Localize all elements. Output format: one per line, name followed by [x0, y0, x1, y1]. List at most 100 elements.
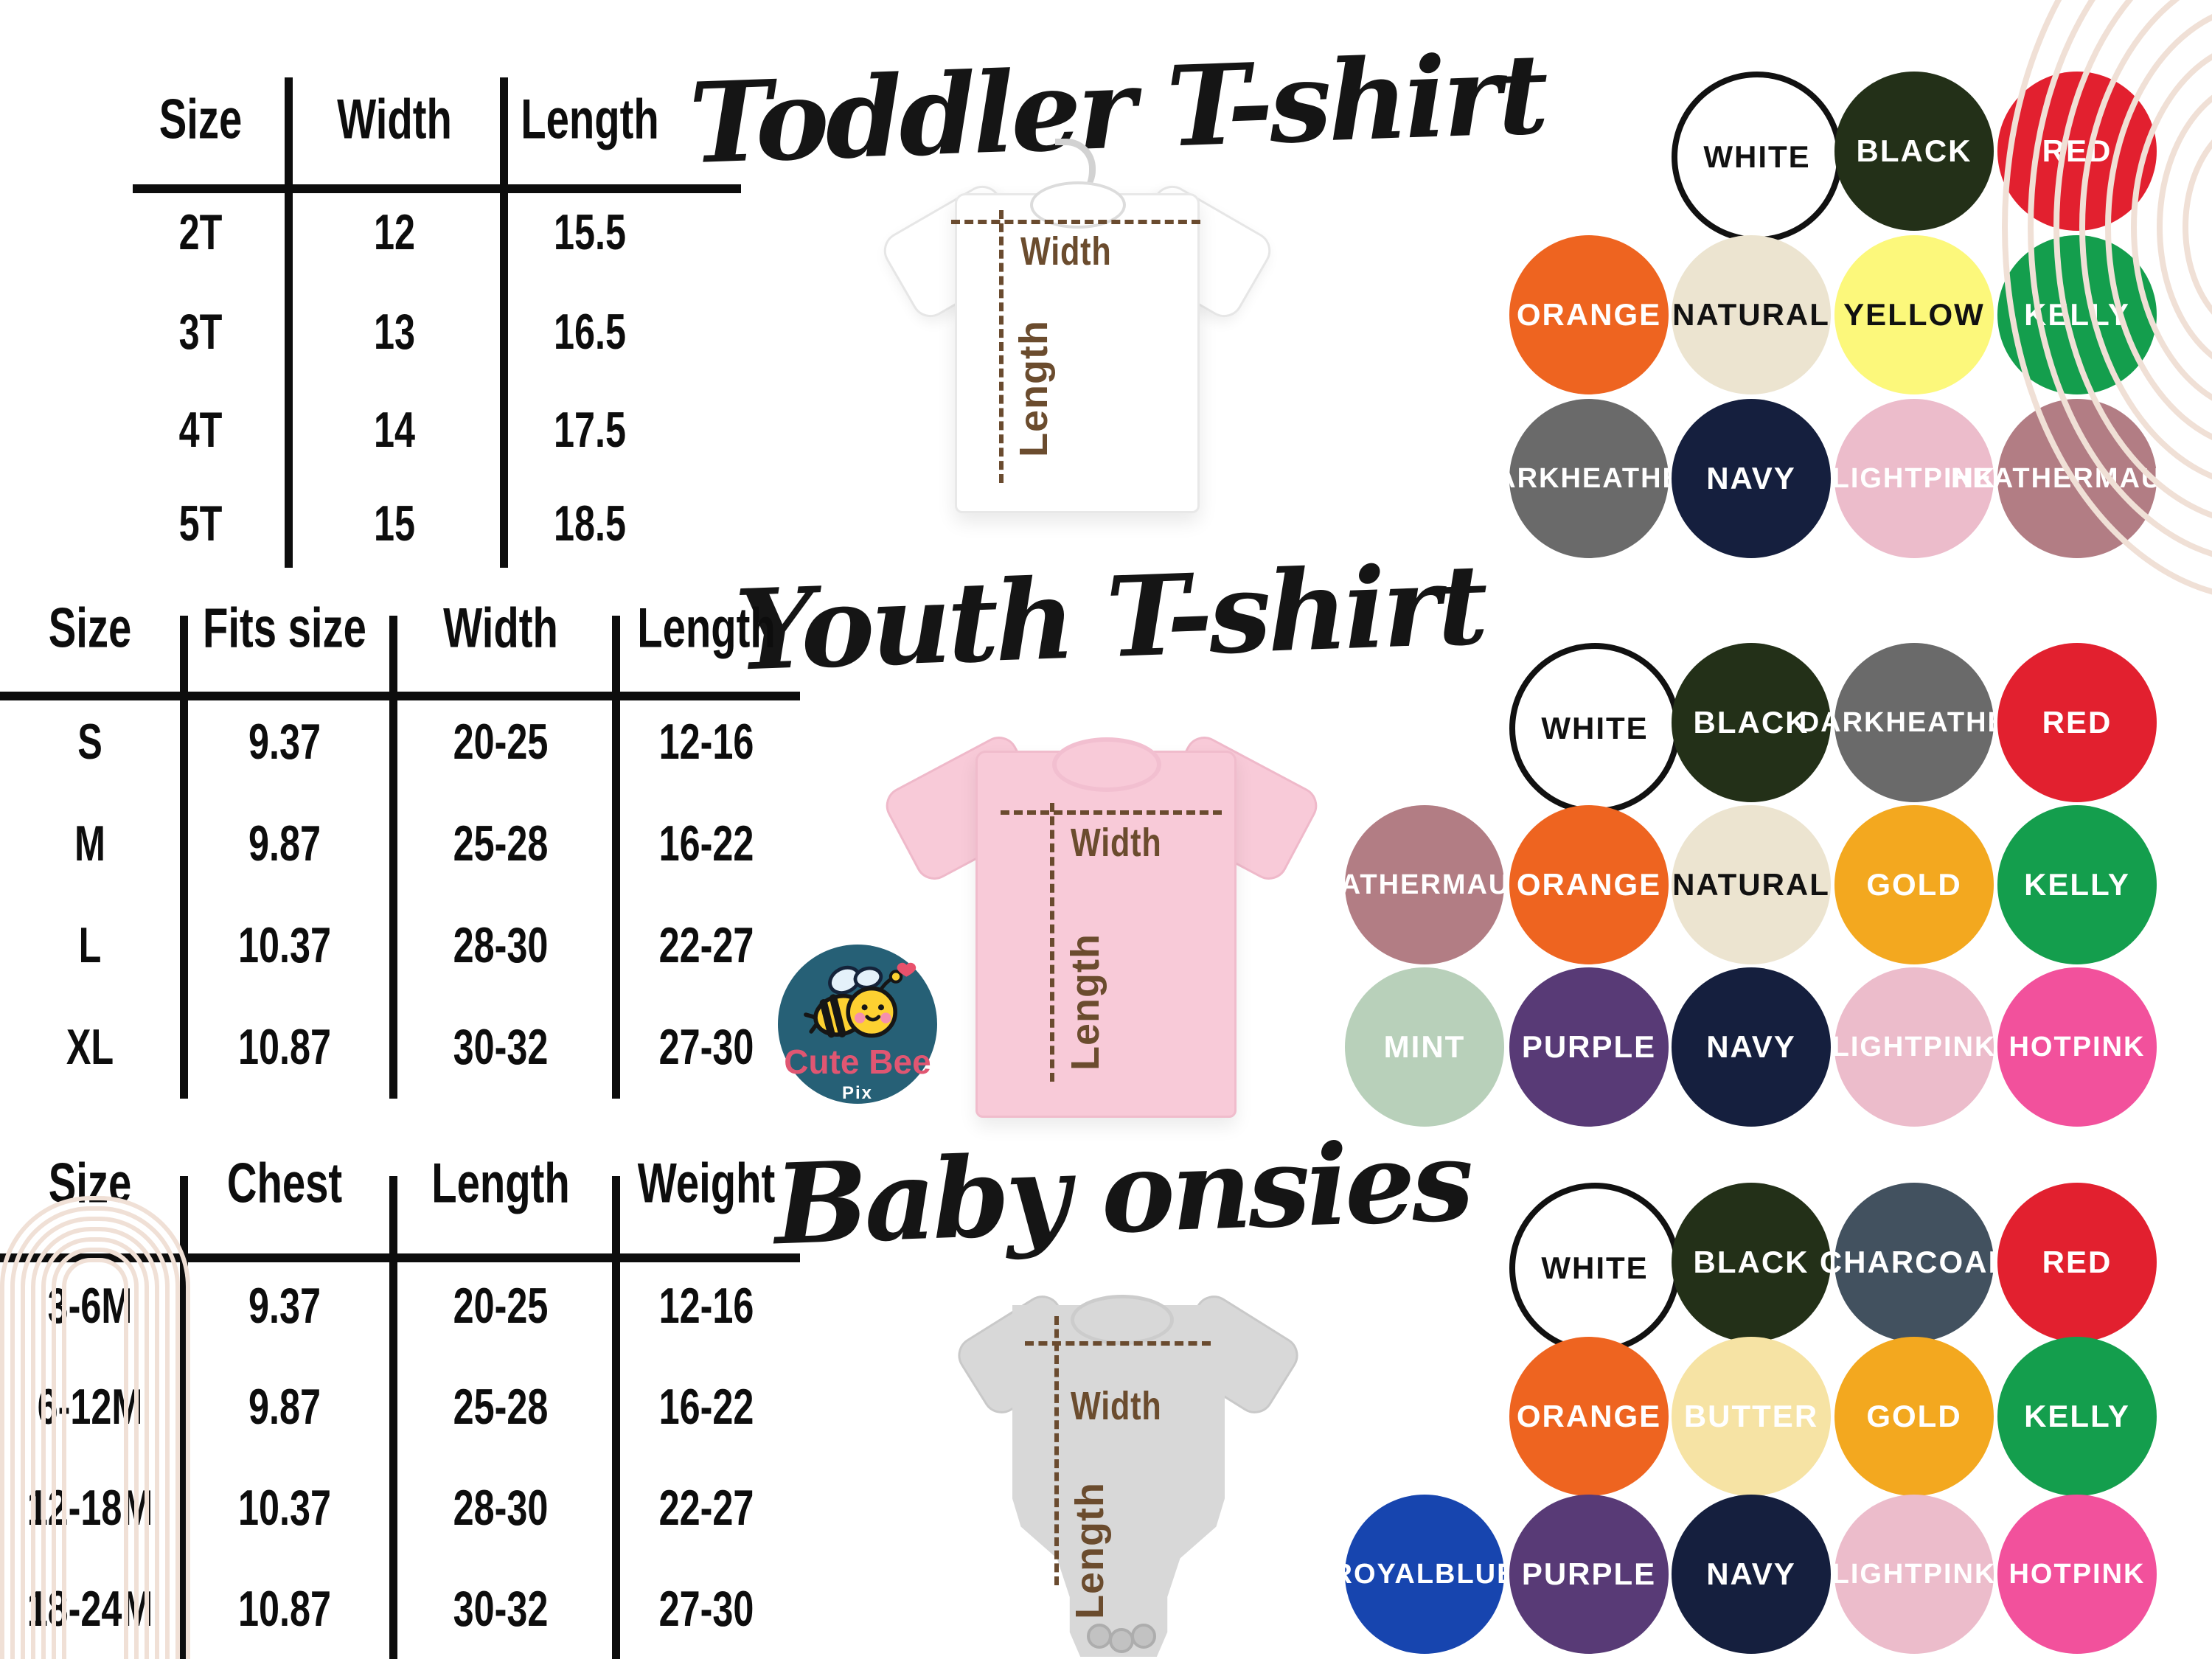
- table-baby-cell: 10.87: [238, 1581, 331, 1637]
- table-youth-cell: M: [74, 815, 105, 872]
- table-baby-cell: 9.87: [248, 1379, 321, 1435]
- swatch-navy: NAVY: [1672, 399, 1831, 558]
- swatch-hot-pink: HOT PINK: [1997, 1495, 2157, 1654]
- corner-arch-bottom-left: [21, 1217, 170, 1659]
- table-youth-cell: 16-22: [658, 815, 754, 872]
- table-toddler-vline: [285, 77, 293, 568]
- table-toddler-cell: 17.5: [554, 402, 626, 458]
- table-baby-cell: 9.37: [248, 1278, 321, 1334]
- table-youth-cell: 9.37: [248, 714, 321, 770]
- baby-section-title: Baby onsies: [772, 1116, 1472, 1270]
- corner-arch-bottom-left: [62, 1258, 128, 1659]
- table-baby-cell: 20-25: [453, 1278, 549, 1334]
- table-youth-cell: 20-25: [453, 714, 549, 770]
- youth-length-label: Length: [1063, 933, 1107, 1071]
- table-toddler-cell: 13: [374, 304, 415, 360]
- swatch-light-pink: LIGHT PINK: [1832, 1495, 1994, 1654]
- corner-arch-bottom-left: [52, 1248, 139, 1659]
- table-baby-header-rule: [0, 1253, 800, 1262]
- table-baby-header: Length: [431, 1152, 570, 1215]
- swatch-royal-blue: ROYAL BLUE: [1332, 1495, 1515, 1654]
- swatch-white: WHITE: [1509, 1183, 1680, 1354]
- table-toddler-cell: 5T: [178, 495, 223, 552]
- table-baby-cell: 25-28: [453, 1379, 549, 1435]
- swatch-dark-heather: DARK HEATHER: [1474, 399, 1703, 558]
- swatch-orange: ORANGE: [1509, 235, 1669, 394]
- swatch-dark-heather: DARK HEATHER: [1799, 643, 2028, 802]
- tshirt-collar: [1052, 737, 1161, 792]
- onesie-collar: [1071, 1295, 1174, 1345]
- corner-arch-bottom-left: [10, 1206, 180, 1659]
- table-toddler-cell: 3T: [178, 304, 223, 360]
- toddler-length-line: [999, 210, 1004, 483]
- onesie-snap: [1131, 1624, 1156, 1649]
- baby-onesie-image: [950, 1288, 1306, 1657]
- youth-length-line: [1050, 803, 1054, 1082]
- youth-section-title: Youth T-shirt: [732, 540, 1487, 696]
- table-toddler-header: Width: [337, 88, 452, 151]
- table-youth-cell: 25-28: [453, 815, 549, 872]
- logo-title: Cute Bee: [784, 1043, 931, 1081]
- swatch-kelly: KELLY: [1997, 805, 2157, 964]
- toddler-width-label: Width: [1020, 229, 1112, 274]
- table-youth-header-rule: [0, 692, 800, 700]
- swatch-butter: BUTTER: [1672, 1337, 1831, 1496]
- table-toddler-vline: [500, 77, 508, 568]
- table-toddler-cell: 12: [374, 204, 415, 260]
- toddler-length-label: Length: [1012, 320, 1056, 457]
- toddler-tshirt-image: [877, 139, 1278, 513]
- swatch-purple: PURPLE: [1509, 967, 1669, 1127]
- hanger-hook-icon: [1055, 139, 1096, 200]
- onesie-body: [1012, 1305, 1225, 1657]
- table-toddler-cell: 16.5: [554, 304, 626, 360]
- swatch-gold: GOLD: [1834, 805, 1994, 964]
- corner-arch-bottom-left: [0, 1196, 190, 1659]
- table-baby-cell: 12-16: [658, 1278, 754, 1334]
- table-youth-cell: 22-27: [658, 917, 754, 973]
- table-toddler-header-rule: [133, 184, 741, 193]
- table-youth-cell: 12-16: [658, 714, 754, 770]
- table-toddler-cell: 15.5: [554, 204, 626, 260]
- swatch-kelly: KELLY: [1997, 1337, 2157, 1496]
- swatch-natural: NATURAL: [1672, 235, 1831, 394]
- table-youth-cell: 10.37: [238, 917, 331, 973]
- table-youth-vline: [389, 616, 397, 1099]
- baby-length-label: Length: [1068, 1482, 1112, 1619]
- swatch-light-pink: LIGHT PINK: [1832, 967, 1994, 1127]
- table-youth-cell: 30-32: [453, 1019, 549, 1075]
- table-baby-cell: 3-6M: [47, 1278, 133, 1334]
- logo-subtitle: Pix: [841, 1083, 874, 1103]
- table-baby-cell: 30-32: [453, 1581, 549, 1637]
- youth-width-label: Width: [1071, 821, 1162, 865]
- table-toddler-cell: 14: [374, 402, 415, 458]
- table-youth-header: Fits size: [203, 597, 366, 660]
- swatch-black: BLACK: [1834, 72, 1994, 231]
- table-youth-cell: XL: [66, 1019, 114, 1075]
- youth-width-line: [1001, 810, 1222, 815]
- table-baby-vline: [612, 1176, 620, 1659]
- swatch-navy: NAVY: [1672, 967, 1831, 1127]
- baby-length-line: [1054, 1316, 1059, 1585]
- table-youth-cell: 10.87: [238, 1019, 331, 1075]
- table-baby-vline: [389, 1176, 397, 1659]
- cute-bee-logo: Cute Bee Pix: [778, 945, 937, 1104]
- corner-arch-bottom-left: [41, 1237, 149, 1659]
- table-youth-vline: [180, 616, 188, 1099]
- table-youth-cell: 9.87: [248, 815, 321, 872]
- swatch-navy: NAVY: [1672, 1495, 1831, 1654]
- bee-icon: [804, 962, 917, 1038]
- swatch-orange: ORANGE: [1509, 1337, 1669, 1496]
- swatch-white: WHITE: [1672, 72, 1843, 243]
- table-youth-cell: 28-30: [453, 917, 549, 973]
- swatch-mint: MINT: [1345, 967, 1504, 1127]
- table-baby-cell: 12-18M: [27, 1480, 153, 1536]
- baby-width-label: Width: [1071, 1384, 1162, 1428]
- swatch-white: WHITE: [1509, 643, 1680, 814]
- table-toddler-cell: 2T: [178, 204, 223, 260]
- table-youth-cell: L: [78, 917, 102, 973]
- table-youth-cell: 27-30: [658, 1019, 754, 1075]
- table-toddler-cell: 15: [374, 495, 415, 552]
- table-baby-vline: [180, 1176, 188, 1659]
- swatch-yellow: YELLOW: [1834, 235, 1994, 394]
- swatch-natural: NATURAL: [1672, 805, 1831, 964]
